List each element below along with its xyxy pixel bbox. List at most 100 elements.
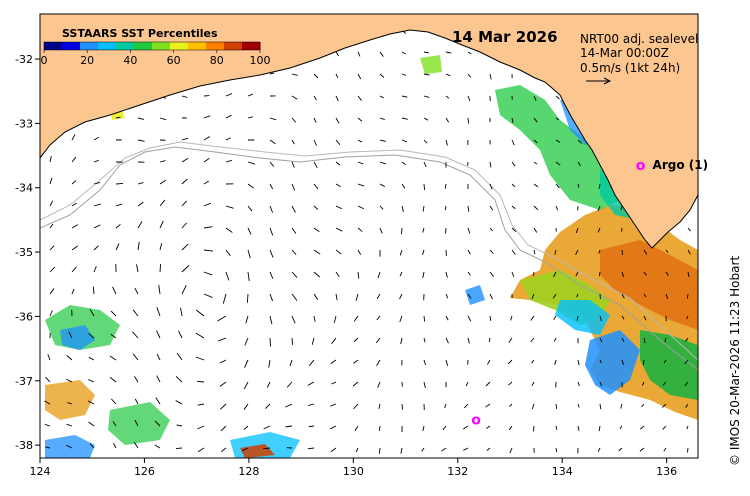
current-vector [376,315,381,321]
current-vector [137,221,143,229]
current-vector [137,182,144,185]
current-vector [87,400,95,405]
current-vector [467,271,471,276]
current-vector [599,315,602,322]
current-vector [311,337,315,345]
current-vector [219,381,227,387]
current-vector [598,249,601,254]
current-vector [555,95,560,100]
current-vector [313,95,317,101]
current-vector [71,134,76,141]
current-vector [599,359,602,364]
current-vector [508,337,513,343]
current-vector [247,183,254,189]
current-vector [639,447,645,452]
current-vector [137,117,145,120]
current-vector [639,425,645,430]
current-vector [684,381,689,387]
current-vector [445,139,448,146]
current-vector [178,330,183,339]
current-vector [379,51,384,57]
current-vector [422,227,425,233]
current-vector [378,447,381,454]
current-vector [136,264,139,273]
current-vector [154,420,161,427]
current-vector [269,227,274,236]
current-vector [531,293,535,299]
current-vector [203,293,213,298]
current-vector [110,310,117,317]
current-vector [357,51,361,57]
current-vector [133,376,139,383]
current-vector [247,161,255,165]
current-vector [66,355,73,361]
current-vector [555,425,558,430]
current-vector [49,200,54,207]
current-vector [269,161,275,167]
current-vector [115,116,121,119]
current-vector [134,287,139,295]
colorbar-label: 40 [123,54,137,67]
current-vector [641,403,645,408]
current-vector [552,293,557,299]
current-vector [154,444,161,449]
current-vector [485,403,491,408]
current-vector [555,117,560,121]
current-vector [467,73,472,78]
current-vector [159,264,162,273]
current-vector [665,293,669,299]
current-vector [423,315,426,322]
current-vector [269,337,271,347]
current-vector [445,359,449,366]
current-vector [400,447,403,454]
current-vector [265,403,271,409]
current-vector [112,421,117,427]
current-vector [511,117,514,123]
current-vector [487,359,491,365]
current-vector [355,293,359,301]
colorbar-label: 60 [167,54,181,67]
current-vector [467,51,472,55]
current-vector [665,249,669,253]
current-vector [335,249,342,255]
current-vector [577,161,581,167]
current-vector [508,425,513,431]
current-vector [133,442,139,449]
current-vector [247,249,251,259]
current-vector [225,93,233,97]
current-vector [243,381,249,390]
current-vector [335,227,343,232]
land-mass [40,14,698,249]
current-vector [291,183,296,191]
current-vector [399,315,403,323]
current-vector [511,227,517,232]
current-vector [442,425,447,431]
current-vector [641,381,645,386]
current-vector [509,447,513,454]
current-vector [467,95,471,102]
current-vector [291,139,295,145]
current-vector [181,243,189,251]
current-vector [620,403,623,409]
argo-float-marker-south[interactable]: o [471,412,481,428]
current-vector [109,376,117,383]
colorbar-label: 100 [250,54,271,67]
current-vector [401,95,408,98]
current-vector [508,381,513,386]
argo-float-marker[interactable]: o [636,158,646,174]
current-vector [335,117,340,124]
current-vector [357,183,365,187]
current-vector [467,227,471,234]
current-vector [444,183,447,189]
current-vector [269,315,273,325]
current-vector [510,315,513,321]
current-vector [621,315,625,320]
current-vector [176,424,183,427]
current-vector [313,183,319,190]
scale-label: 0.5m/s (1kt 24h) [580,61,680,75]
current-vector [113,442,117,449]
current-vector [421,447,425,452]
current-vector [401,403,404,410]
current-vector [423,95,430,98]
